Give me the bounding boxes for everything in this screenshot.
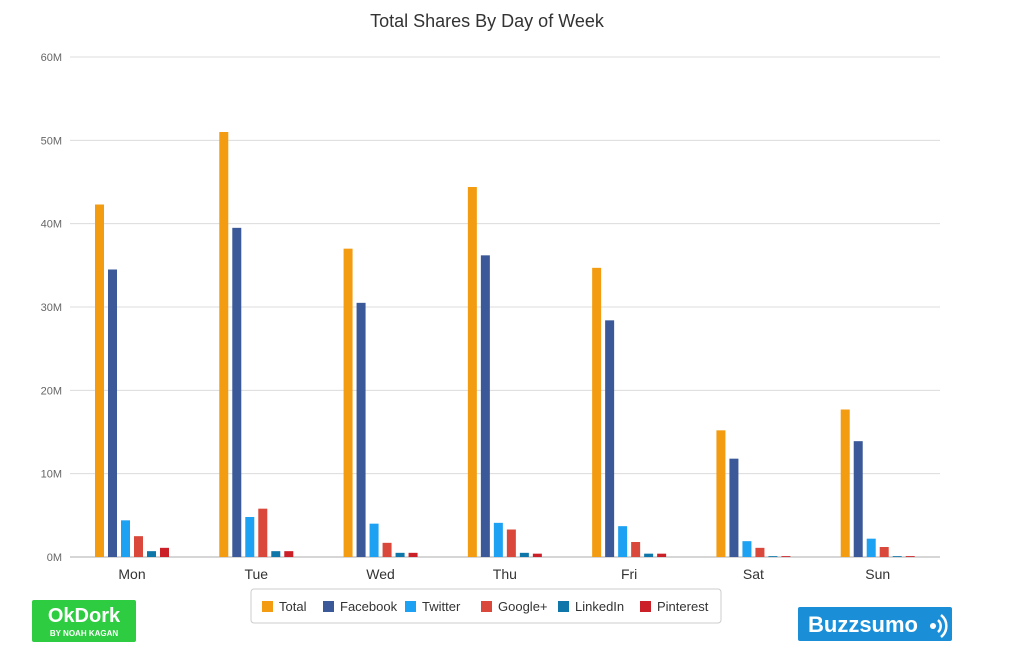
legend-label: Twitter [422, 599, 461, 614]
legend-label: Google+ [498, 599, 548, 614]
bar-google--thu [506, 529, 516, 557]
bar-total-thu [467, 187, 477, 557]
legend-item-twitter[interactable]: Twitter [405, 599, 461, 614]
bar-total-sat [716, 430, 726, 557]
bar-pinterest-mon [160, 547, 169, 557]
bar-group-tue [219, 132, 294, 558]
bar-total-tue [219, 132, 229, 557]
bar-total-sun [840, 409, 850, 557]
legend-label: Total [279, 599, 307, 614]
y-tick-label: 50M [41, 135, 62, 147]
bar-facebook-thu [480, 255, 490, 558]
legend-swatch [262, 601, 273, 612]
chart-title: Total Shares By Day of Week [370, 11, 605, 31]
bar-linkedin-wed [395, 552, 405, 557]
legend-item-google-[interactable]: Google+ [481, 599, 548, 614]
y-tick-label: 40M [41, 219, 62, 231]
bar-twitter-tue [245, 517, 255, 557]
bar-google--wed [382, 542, 392, 557]
legend-item-pinterest[interactable]: Pinterest [640, 599, 709, 614]
y-axis-ticks: 0M 10M 20M 30M 40M 50M 60M [41, 52, 62, 564]
y-tick-label: 10M [41, 469, 62, 481]
buzzsumo-logo-name: Buzzsumo [808, 612, 918, 637]
y-tick-label: 0M [47, 552, 62, 564]
bar-pinterest-thu [532, 553, 542, 557]
bar-pinterest-tue [284, 551, 294, 557]
legend-label: Pinterest [657, 599, 709, 614]
bar-twitter-mon [121, 520, 130, 557]
bar-group-sat [716, 430, 791, 557]
bar-google--sat [755, 547, 765, 557]
bar-facebook-sat [729, 458, 739, 557]
x-tick-label: Fri [621, 566, 637, 582]
bar-linkedin-tue [271, 551, 281, 557]
y-tick-label: 20M [41, 385, 62, 397]
bar-pinterest-sun [905, 556, 915, 557]
x-tick-label: Sun [865, 566, 890, 582]
bar-facebook-tue [232, 227, 242, 558]
bar-pinterest-fri [657, 553, 667, 557]
bar-group-sun [840, 409, 915, 557]
bar-group-fri [592, 267, 667, 557]
y-tick-label: 30M [41, 302, 62, 314]
bar-group-mon [95, 204, 169, 557]
bar-facebook-wed [356, 302, 366, 557]
signal-icon [930, 614, 948, 638]
grid-lines [70, 56, 940, 558]
x-tick-label: Thu [493, 566, 517, 582]
bar-total-fri [592, 267, 602, 557]
bar-facebook-sun [853, 441, 863, 557]
legend-swatch [405, 601, 416, 612]
bar-facebook-mon [108, 269, 117, 557]
bar-linkedin-sat [768, 556, 778, 557]
x-axis-ticks: Mon Tue Wed Thu Fri Sat Sun [118, 566, 890, 582]
legend-label: Facebook [340, 599, 398, 614]
bar-total-wed [343, 248, 353, 557]
buzzsumo-logo: Buzzsumo [798, 607, 952, 641]
bar-twitter-thu [493, 522, 503, 557]
legend-swatch [481, 601, 492, 612]
bar-twitter-fri [618, 526, 628, 557]
bar-linkedin-mon [147, 551, 156, 557]
bar-google--fri [631, 542, 641, 557]
legend-item-facebook[interactable]: Facebook [323, 599, 398, 614]
bar-twitter-sun [866, 538, 876, 557]
legend-item-total[interactable]: Total [262, 599, 307, 614]
legend-swatch [323, 601, 334, 612]
legend-item-linkedin[interactable]: LinkedIn [558, 599, 624, 614]
bar-google--tue [258, 508, 268, 557]
legend-swatch [558, 601, 569, 612]
bar-linkedin-thu [519, 552, 529, 557]
okdork-logo: OkDork BY NOAH KAGAN [32, 600, 136, 642]
bar-group-thu [467, 187, 542, 558]
bar-twitter-wed [369, 523, 379, 557]
bar-twitter-sat [742, 541, 752, 557]
x-tick-label: Mon [118, 566, 145, 582]
legend-swatch [640, 601, 651, 612]
okdork-logo-name: OkDork [48, 605, 121, 627]
bar-facebook-fri [605, 320, 615, 557]
bar-pinterest-wed [408, 552, 418, 557]
x-tick-label: Tue [244, 566, 268, 582]
legend[interactable]: Total Facebook Twitter Google+ LinkedIn Pinte… [250, 588, 722, 624]
bar-google--mon [134, 536, 143, 557]
y-tick-label: 60M [41, 52, 62, 64]
bar-pinterest-sat [781, 556, 791, 557]
bar-groups [95, 132, 915, 558]
bar-total-mon [95, 204, 104, 557]
bar-linkedin-fri [644, 553, 654, 557]
bar-linkedin-sun [892, 556, 902, 557]
bar-group-wed [343, 248, 418, 557]
legend-label: LinkedIn [575, 599, 624, 614]
bar-google--sun [879, 547, 889, 557]
okdork-logo-sub: BY NOAH KAGAN [50, 629, 119, 638]
x-tick-label: Wed [366, 566, 395, 582]
x-tick-label: Sat [743, 566, 764, 582]
